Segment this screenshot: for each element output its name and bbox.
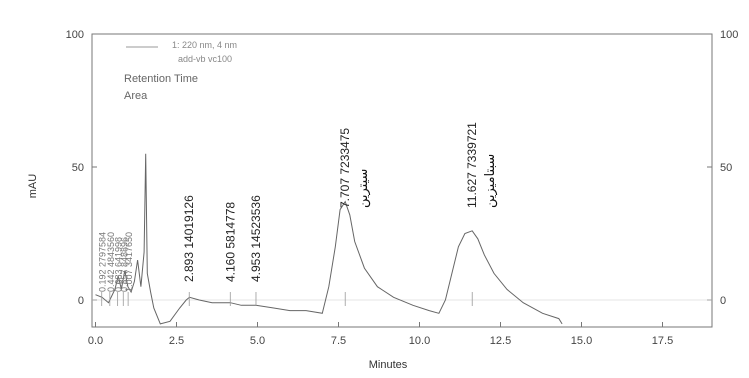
y-tick-label-left: 0: [78, 295, 84, 307]
y-tick-label-left: 100: [66, 29, 84, 41]
peak-compound-label: سبتاميزين: [483, 154, 498, 208]
x-tick-label: 10.0: [409, 335, 430, 347]
legend-detector: 1: 220 nm, 4 nm: [172, 40, 237, 50]
peak-compound-label: سيترين: [356, 169, 371, 208]
y-axis-title: mAU: [27, 174, 39, 199]
legend-area: Area: [124, 90, 148, 102]
x-tick-label: 2.5: [169, 335, 184, 347]
legend-file: add-vb vc100: [178, 54, 232, 64]
x-tick-label: 7.5: [331, 335, 346, 347]
peak-label: 1.007 3417650: [124, 232, 134, 292]
y-tick-labels: 0 50 100 0 50 100: [66, 29, 739, 307]
x-tick-label: 15.0: [571, 335, 592, 347]
x-tick-label: 17.5: [652, 335, 673, 347]
peak-label: 2.893 14019126: [182, 195, 196, 282]
peak-label: 4.953 14523536: [249, 195, 263, 282]
y-tick-label-right: 50: [720, 162, 732, 174]
y-tick-label-right: 0: [720, 295, 726, 307]
y-tick-label-right: 100: [720, 29, 738, 41]
legend-retention-time: Retention Time: [124, 73, 198, 85]
x-tick-labels: 0.0 2.5 5.0 7.5 10.0 12.5 15.0 17.5: [88, 335, 673, 347]
peak-label: 4.160 5814778: [223, 202, 237, 282]
peak-label: 11.627 7339721: [465, 122, 479, 208]
x-axis-title: Minutes: [369, 359, 408, 371]
x-tick-label: 5.0: [250, 335, 265, 347]
y-tick-label-left: 50: [72, 162, 84, 174]
x-tick-label: 12.5: [490, 335, 511, 347]
x-tick-label: 0.0: [88, 335, 103, 347]
peak-label: 7.707 7233475: [338, 128, 352, 208]
peak-markers: [102, 292, 472, 306]
